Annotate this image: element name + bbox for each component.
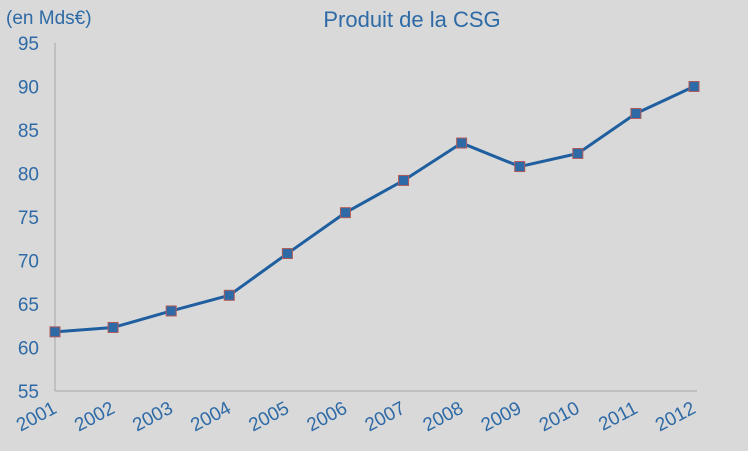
y-axis: 55 60 65 70 75 80 85 90 95 (18, 34, 56, 403)
x-tick-label: 2007 (362, 398, 409, 436)
x-tick-label: 2009 (478, 398, 525, 436)
x-tick-label: 2004 (187, 398, 235, 437)
y-tick-label: 55 (18, 382, 39, 403)
data-point (398, 174, 410, 186)
data-point (165, 305, 177, 317)
data-point (339, 207, 351, 219)
chart-title: Produit de la CSG (323, 7, 500, 32)
unit-label: (en Mds€) (6, 8, 92, 29)
x-tick-label: 2008 (420, 398, 467, 436)
x-tick-label: 2001 (13, 398, 60, 436)
data-point (107, 321, 119, 333)
x-tick-label: 2005 (246, 398, 293, 436)
x-tick-label: 2006 (304, 398, 351, 436)
y-tick-label: 80 (18, 165, 39, 186)
y-tick-label: 70 (18, 252, 39, 273)
y-tick-label: 65 (18, 295, 39, 316)
data-point (223, 289, 235, 301)
y-tick-label: 75 (18, 208, 39, 229)
x-tick-label: 2002 (71, 398, 118, 436)
data-point (281, 248, 293, 260)
y-tick-label: 85 (18, 121, 39, 142)
data-point (514, 161, 526, 173)
y-tick-label: 90 (18, 78, 39, 99)
x-tick-label: 2003 (129, 398, 176, 436)
series-line (54, 85, 695, 334)
y-tick-label: 95 (18, 34, 39, 55)
data-point (456, 137, 468, 149)
data-point (688, 81, 700, 92)
x-tick-label: 2011 (595, 398, 641, 436)
y-tick-label: 60 (18, 339, 39, 360)
x-axis: 2001 2002 2003 2004 2005 2006 2007 2008 2009 2010… (13, 390, 699, 437)
data-point (630, 107, 642, 119)
x-tick-label: 2010 (536, 398, 583, 436)
data-point (572, 147, 584, 159)
x-tick-label: 2012 (652, 398, 699, 436)
series-area (49, 81, 700, 338)
data-point (49, 326, 61, 338)
